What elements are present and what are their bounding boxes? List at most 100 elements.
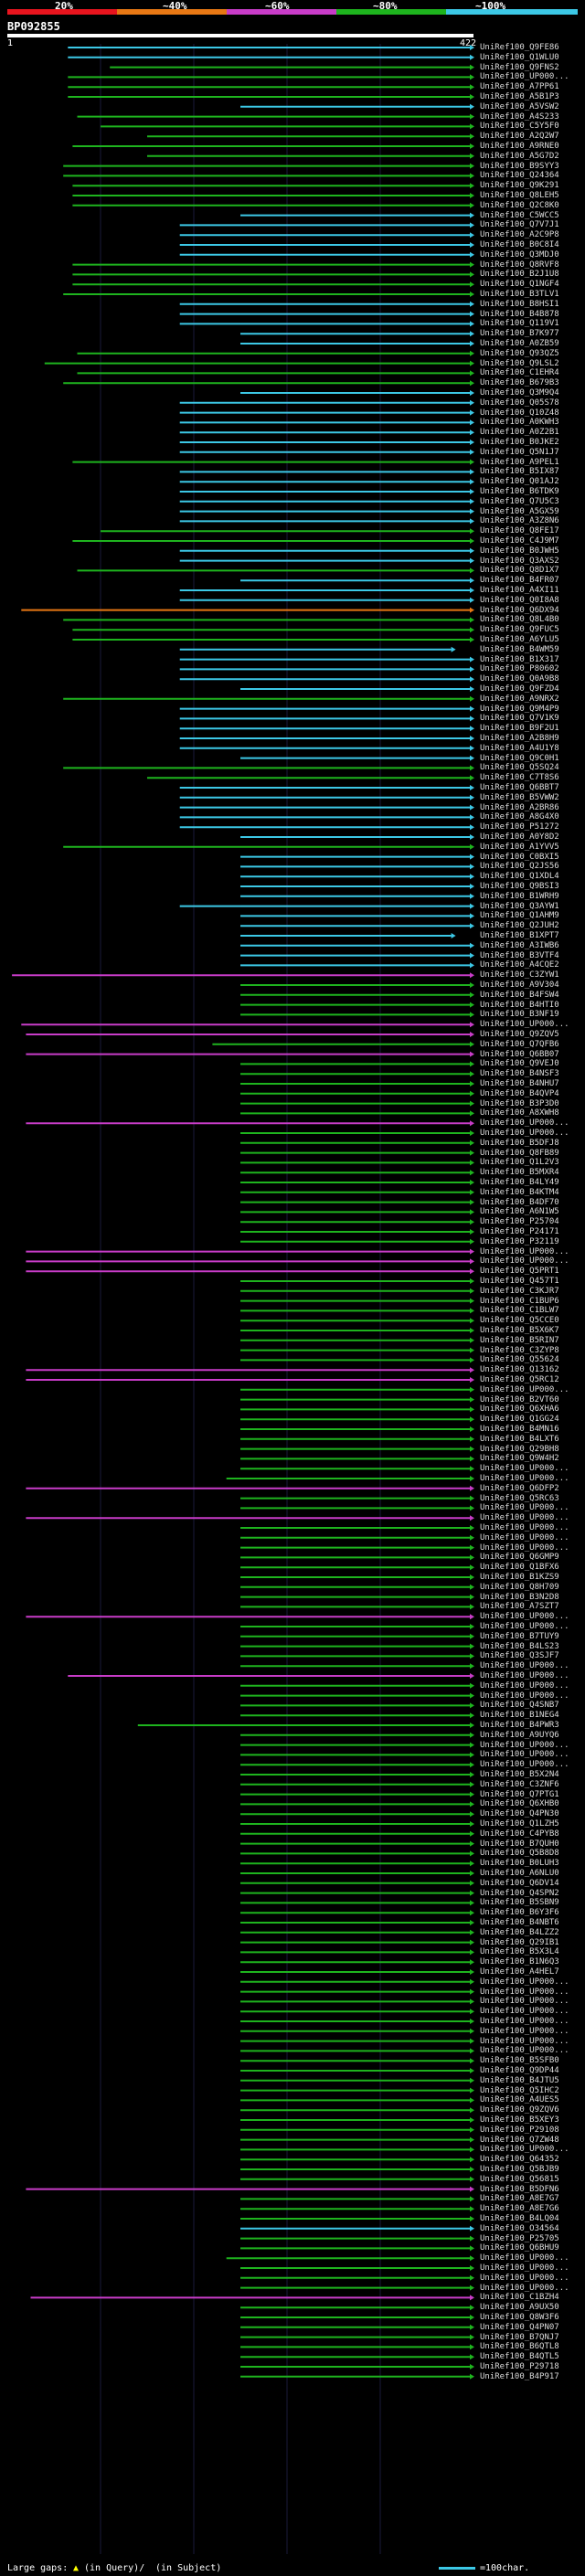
hit-label[interactable]: UniRef100_B7QNJ7: [480, 2332, 559, 2342]
hit-label[interactable]: UniRef100_UP000...: [480, 1680, 569, 1691]
hit-label[interactable]: UniRef100_UP000...: [480, 2253, 569, 2263]
hit-label[interactable]: UniRef100_Q6DX94: [480, 605, 559, 615]
hit-label[interactable]: UniRef100_Q5N1J7: [480, 447, 559, 457]
hit-label[interactable]: UniRef100_B5DFN6: [480, 2184, 559, 2194]
hit-label[interactable]: UniRef100_A4UES5: [480, 2095, 559, 2105]
hit-label[interactable]: UniRef100_Q9FE86: [480, 43, 559, 52]
hit-label[interactable]: UniRef100_C3KJR7: [480, 1286, 559, 1296]
hit-label[interactable]: UniRef100_C1EHR4: [480, 368, 559, 378]
hit-label[interactable]: UniRef100_A9V304: [480, 981, 559, 990]
hit-label[interactable]: UniRef100_Q3MDJ0: [480, 249, 559, 260]
hit-label[interactable]: UniRef100_P29718: [480, 2362, 559, 2371]
hit-label[interactable]: UniRef100_B4FR07: [480, 576, 559, 586]
hit-label[interactable]: UniRef100_Q1BFX6: [480, 1563, 559, 1573]
hit-label[interactable]: UniRef100_Q1AHM9: [480, 911, 559, 921]
hit-label[interactable]: UniRef100_A2Q2W7: [480, 132, 559, 142]
hit-label[interactable]: UniRef100_B1X317: [480, 654, 559, 664]
hit-label[interactable]: UniRef100_UP000...: [480, 1474, 569, 1483]
hit-label[interactable]: UniRef100_Q9M4P9: [480, 704, 559, 714]
hit-label[interactable]: UniRef100_B4QVP4: [480, 1088, 559, 1098]
hit-label[interactable]: UniRef100_Q4SNB7: [480, 1701, 559, 1711]
hit-label[interactable]: UniRef100_P80602: [480, 664, 559, 674]
hit-label[interactable]: UniRef100_A0ZB59: [480, 339, 559, 348]
hit-label[interactable]: UniRef100_B2VT60: [480, 1394, 559, 1405]
hit-label[interactable]: UniRef100_Q05S78: [480, 398, 559, 408]
hit-label[interactable]: UniRef100_A9RNE0: [480, 142, 559, 151]
hit-label[interactable]: UniRef100_UP000...: [480, 72, 569, 82]
hit-label[interactable]: UniRef100_A8E7G7: [480, 2194, 559, 2204]
hit-label[interactable]: UniRef100_Q8D1X7: [480, 566, 559, 576]
hit-label[interactable]: UniRef100_A5VSW2: [480, 101, 559, 111]
hit-label[interactable]: UniRef100_UP000...: [480, 1523, 569, 1532]
hit-label[interactable]: UniRef100_Q8LEH5: [480, 191, 559, 200]
hit-label[interactable]: UniRef100_A9UYQ6: [480, 1730, 559, 1740]
hit-label[interactable]: UniRef100_UP000...: [480, 1977, 569, 1987]
hit-label[interactable]: UniRef100_C5Y5F0: [480, 122, 559, 132]
hit-label[interactable]: UniRef100_B4LS23: [480, 1641, 559, 1651]
hit-label[interactable]: UniRef100_B1N6Q3: [480, 1957, 559, 1967]
hit-label[interactable]: UniRef100_P32119: [480, 1236, 559, 1246]
hit-label[interactable]: UniRef100_UP000...: [480, 2283, 569, 2293]
hit-label[interactable]: UniRef100_Q5RC12: [480, 1375, 559, 1384]
hit-label[interactable]: UniRef100_Q119V1: [480, 319, 559, 329]
hit-label[interactable]: UniRef100_B4LXT6: [480, 1434, 559, 1444]
hit-label[interactable]: UniRef100_C3ZYW1: [480, 970, 559, 981]
hit-label[interactable]: UniRef100_Q5IHC2: [480, 2085, 559, 2095]
hit-label[interactable]: UniRef100_C4J9M7: [480, 536, 559, 546]
hit-label[interactable]: UniRef100_B4MN16: [480, 1425, 559, 1434]
hit-label[interactable]: UniRef100_Q8RVF8: [480, 260, 559, 270]
hit-label[interactable]: UniRef100_C1BLW7: [480, 1306, 559, 1316]
hit-label[interactable]: UniRef100_Q01AJ2: [480, 477, 559, 487]
hit-label[interactable]: UniRef100_Q8H709: [480, 1582, 559, 1592]
hit-label[interactable]: UniRef100_Q0I8A8: [480, 595, 559, 605]
hit-label[interactable]: UniRef100_UP000...: [480, 1612, 569, 1622]
hit-label[interactable]: UniRef100_Q1NGF4: [480, 280, 559, 290]
hit-label[interactable]: UniRef100_B679B3: [480, 378, 559, 388]
hit-label[interactable]: UniRef100_Q2JS56: [480, 862, 559, 872]
hit-label[interactable]: UniRef100_UP000...: [480, 1020, 569, 1030]
hit-label[interactable]: UniRef100_A4XI11: [480, 586, 559, 595]
hit-label[interactable]: UniRef100_Q3AYW1: [480, 901, 559, 911]
hit-label[interactable]: UniRef100_B0C8I4: [480, 240, 559, 249]
hit-label[interactable]: UniRef100_A8XWH8: [480, 1108, 559, 1118]
hit-label[interactable]: UniRef100_A4S233: [480, 111, 559, 122]
hit-label[interactable]: UniRef100_Q8FB89: [480, 1148, 559, 1158]
hit-label[interactable]: UniRef100_Q6BB07: [480, 1049, 559, 1059]
hit-label[interactable]: UniRef100_A1YVV5: [480, 842, 559, 852]
hit-label[interactable]: UniRef100_A8G4X0: [480, 812, 559, 822]
hit-label[interactable]: UniRef100_Q55624: [480, 1355, 559, 1365]
hit-label[interactable]: UniRef100_P25705: [480, 2233, 559, 2243]
hit-label[interactable]: UniRef100_B3TLV1: [480, 290, 559, 299]
hit-label[interactable]: UniRef100_P25704: [480, 1217, 559, 1227]
hit-label[interactable]: UniRef100_B4P917: [480, 2371, 559, 2381]
hit-label[interactable]: UniRef100_Q9K291: [480, 181, 559, 191]
hit-label[interactable]: UniRef100_B4NBT6: [480, 1918, 559, 1927]
hit-label[interactable]: UniRef100_UP000...: [480, 1750, 569, 1760]
hit-label[interactable]: UniRef100_Q9FNS2: [480, 62, 559, 72]
hit-label[interactable]: UniRef100_B4FSW4: [480, 990, 559, 1000]
hit-label[interactable]: UniRef100_A3Z8N6: [480, 516, 559, 526]
hit-label[interactable]: UniRef100_UP000...: [480, 1256, 569, 1267]
hit-label[interactable]: UniRef100_Q9ZQV5: [480, 1030, 559, 1039]
hit-label[interactable]: UniRef100_B5X6K7: [480, 1326, 559, 1335]
hit-label[interactable]: UniRef100_B3P3D0: [480, 1098, 559, 1108]
hit-label[interactable]: UniRef100_A7PP61: [480, 82, 559, 92]
hit-label[interactable]: UniRef100_B1XPT7: [480, 931, 559, 940]
hit-label[interactable]: UniRef100_C7T8S6: [480, 773, 559, 783]
hit-label[interactable]: UniRef100_Q13162: [480, 1365, 559, 1375]
hit-label[interactable]: UniRef100_B4KTM4: [480, 1187, 559, 1197]
hit-label[interactable]: UniRef100_B4LQ04: [480, 2214, 559, 2223]
hit-label[interactable]: UniRef100_B0LUH3: [480, 1859, 559, 1869]
hit-label[interactable]: UniRef100_B9SYY3: [480, 161, 559, 171]
hit-label[interactable]: UniRef100_Q1WLU0: [480, 52, 559, 62]
hit-label[interactable]: UniRef100_Q93QZ5: [480, 348, 559, 358]
hit-label[interactable]: UniRef100_A7SZT7: [480, 1602, 559, 1612]
hit-label[interactable]: UniRef100_Q7V7J1: [480, 220, 559, 230]
hit-label[interactable]: UniRef100_A4HEL7: [480, 1967, 559, 1977]
hit-label[interactable]: UniRef100_A4U1Y8: [480, 743, 559, 753]
hit-label[interactable]: UniRef100_A0KWH3: [480, 418, 559, 428]
hit-label[interactable]: UniRef100_Q5B8D8: [480, 1849, 559, 1859]
hit-label[interactable]: UniRef100_C3ZNF6: [480, 1779, 559, 1789]
hit-label[interactable]: UniRef100_Q4PN07: [480, 2322, 559, 2332]
hit-label[interactable]: UniRef100_B4JTU5: [480, 2075, 559, 2085]
